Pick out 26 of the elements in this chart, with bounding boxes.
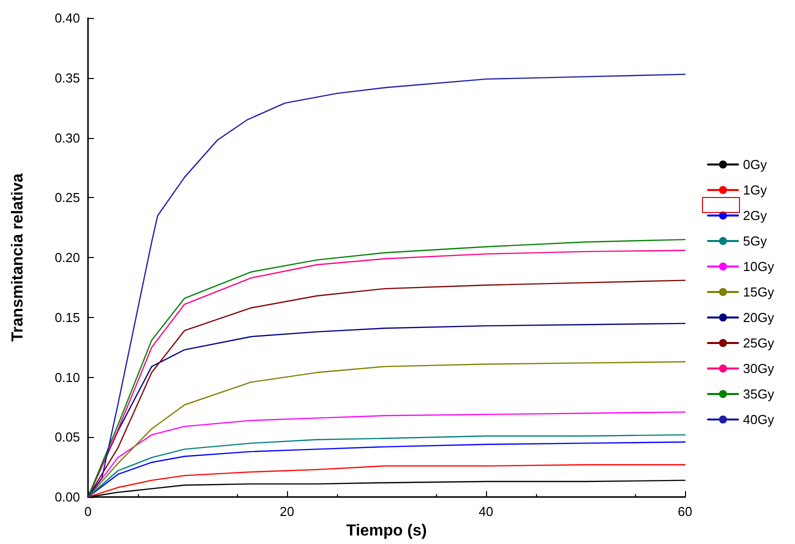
legend-label: 40Gy [743, 412, 775, 427]
y-tick-label: 0.20 [54, 250, 80, 266]
y-tick-label: 0.35 [54, 70, 80, 86]
legend-label: 1Gy [743, 182, 768, 198]
legend-label: 15Gy [743, 284, 775, 300]
y-tick-label: 0.40 [54, 10, 80, 26]
x-tick-label: 0 [84, 504, 92, 520]
x-axis-title: Tiempo (s) [346, 522, 427, 540]
y-tick-label: 0.05 [54, 430, 80, 445]
legend-label: 0Gy [743, 157, 768, 172]
legend-label: 10Gy [743, 259, 775, 274]
y-tick-label: 0.25 [54, 190, 80, 206]
y-tick-label: 0.00 [54, 490, 80, 505]
x-tick-label: 60 [678, 504, 692, 520]
x-tick-label: 40 [478, 504, 494, 520]
legend-label: 5Gy [743, 234, 768, 248]
legend-label: 20Gy [743, 310, 775, 325]
legend-label: 35Gy [743, 386, 775, 402]
y-tick-label: 0.15 [54, 310, 80, 325]
legend-label: 25Gy [743, 336, 775, 350]
legend-label: 30Gy [743, 361, 775, 376]
y-tick-label: 0.30 [54, 130, 80, 146]
legend-label: 2Gy [743, 208, 768, 223]
y-axis-title: Transmitancia relativa [10, 173, 26, 342]
x-tick-label: 20 [280, 504, 294, 520]
y-tick-label: 0.10 [54, 370, 80, 385]
